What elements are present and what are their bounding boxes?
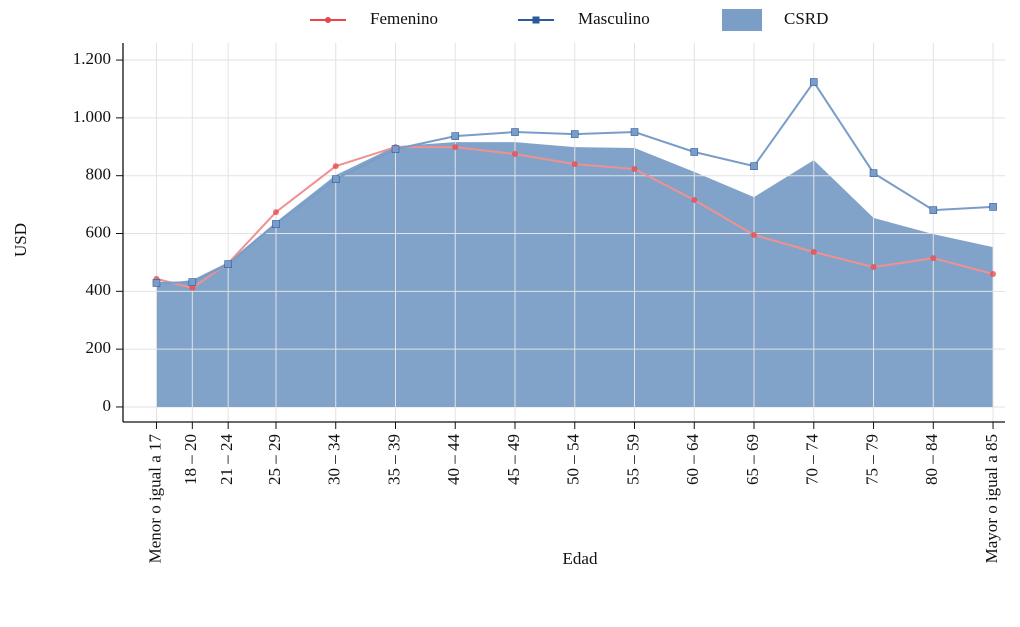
point: [331, 175, 340, 183]
x-tick-label: Mayor o igual a 85: [982, 434, 1001, 563]
x-tick-label: 35 – 39: [384, 434, 403, 485]
y-tick-label: 400: [86, 280, 112, 299]
x-tick-label: 60 – 64: [683, 434, 702, 486]
y-tick-label: 200: [86, 338, 112, 357]
y-tick-label: 1.000: [73, 107, 111, 126]
y-tick-label: 600: [86, 222, 112, 241]
y-tick-label: 800: [86, 165, 112, 184]
y-axis-label: USD: [11, 223, 30, 257]
point: [571, 161, 578, 168]
point: [870, 264, 877, 271]
point: [810, 249, 817, 256]
x-tick-label: 55 – 59: [623, 434, 642, 485]
point: [570, 130, 579, 138]
x-tick-label: 40 – 44: [444, 434, 463, 486]
point: [750, 162, 758, 170]
point: [631, 166, 638, 173]
line: [156, 80, 994, 284]
y-tick-label: 0: [103, 396, 112, 415]
point: [869, 169, 878, 177]
point: [989, 203, 997, 211]
x-tick-label: 65 – 69: [743, 434, 762, 485]
point: [630, 128, 639, 136]
point: [691, 196, 698, 203]
x-tick-label: 25 – 29: [265, 434, 284, 485]
point: [512, 151, 518, 158]
x-tick-label: Menor o igual a 17: [145, 434, 164, 564]
x-tick-label: 80 – 84: [922, 434, 941, 486]
point: [451, 132, 460, 140]
point: [152, 279, 161, 287]
x-tick-label: 18 – 20: [181, 434, 200, 485]
point: [511, 128, 519, 136]
legend-marker: [532, 16, 540, 24]
point: [224, 260, 232, 268]
legend-marker: [325, 17, 331, 23]
point: [272, 220, 280, 228]
x-tick-label: 45 – 49: [504, 434, 523, 485]
legend-label: Masculino: [578, 9, 650, 28]
point: [990, 270, 997, 277]
y-tick-label: 1.200: [73, 49, 111, 68]
point: [189, 284, 196, 291]
point: [929, 206, 938, 214]
x-tick-label: 30 – 34: [325, 434, 344, 486]
x-tick-label: 75 – 79: [862, 434, 881, 485]
point: [930, 255, 937, 262]
point: [452, 144, 459, 151]
point: [188, 278, 197, 286]
line: [156, 146, 994, 289]
legend-label: CSRD: [784, 9, 828, 28]
point: [332, 163, 339, 170]
x-tick-label: 70 – 74: [803, 434, 822, 486]
point: [690, 148, 699, 156]
point: [809, 78, 818, 86]
point: [272, 209, 279, 216]
point: [751, 231, 758, 238]
x-axis-label: Edad: [563, 549, 598, 568]
x-tick-label: 21 – 24: [217, 434, 236, 486]
point: [391, 145, 400, 153]
legend-label: Femenino: [370, 9, 438, 28]
legend-swatch: [722, 9, 762, 31]
x-tick-label: 50 – 54: [564, 434, 583, 486]
